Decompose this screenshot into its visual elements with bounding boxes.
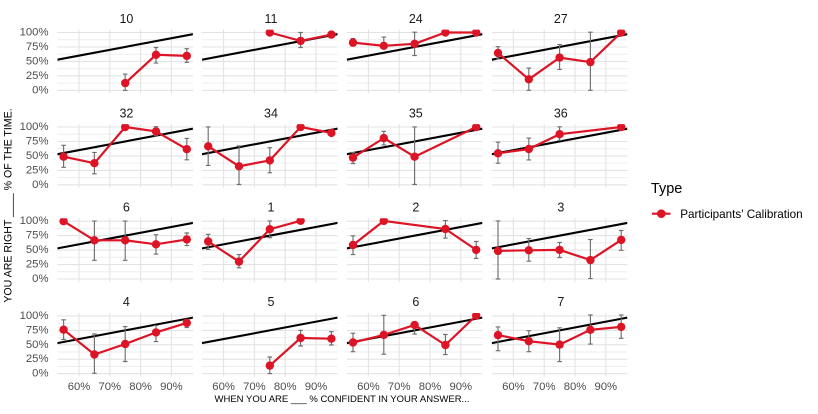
svg-text:100%: 100% [20,27,49,39]
svg-text:70%: 70% [388,381,411,393]
svg-text:10: 10 [119,12,133,26]
svg-text:90%: 90% [305,381,328,393]
svg-text:25%: 25% [26,70,49,82]
svg-text:4: 4 [123,295,130,309]
svg-text:70%: 70% [243,381,266,393]
svg-text:100%: 100% [20,121,49,133]
svg-text:6: 6 [412,295,419,309]
svg-text:27: 27 [554,12,568,26]
svg-text:80%: 80% [129,381,152,393]
svg-text:6: 6 [123,201,130,215]
svg-text:80%: 80% [564,381,587,393]
svg-text:50%: 50% [26,244,49,256]
svg-text:24: 24 [409,12,423,26]
svg-text:32: 32 [119,106,133,120]
svg-text:3: 3 [557,201,564,215]
svg-text:75%: 75% [26,230,49,242]
svg-text:60%: 60% [502,381,525,393]
svg-text:90%: 90% [160,381,183,393]
svg-text:60%: 60% [68,381,91,393]
svg-text:0%: 0% [32,368,48,380]
svg-text:34: 34 [264,106,278,120]
svg-text:50%: 50% [26,150,49,162]
svg-text:0%: 0% [32,273,48,285]
svg-text:11: 11 [265,12,278,26]
svg-text:60%: 60% [357,381,380,393]
svg-text:25%: 25% [26,259,49,271]
svg-text:90%: 90% [594,381,617,393]
svg-text:75%: 75% [26,136,49,148]
svg-text:0%: 0% [32,179,48,191]
svg-text:0%: 0% [32,84,48,96]
svg-text:Participants' Calibration: Participants' Calibration [680,208,802,221]
svg-text:75%: 75% [26,324,49,336]
svg-text:80%: 80% [419,381,442,393]
svg-text:2: 2 [412,201,419,215]
svg-text:100%: 100% [20,310,49,322]
svg-text:100%: 100% [20,215,49,227]
svg-text:YOU ARE RIGHT ____ % OF THE TI: YOU ARE RIGHT ____ % OF THE TIME. [3,108,15,302]
svg-text:5: 5 [268,295,275,309]
svg-text:70%: 70% [98,381,121,393]
svg-text:35: 35 [409,106,423,120]
svg-text:60%: 60% [212,381,235,393]
svg-text:36: 36 [554,106,568,120]
svg-text:25%: 25% [26,353,49,365]
svg-text:25%: 25% [26,164,49,176]
svg-text:50%: 50% [26,339,49,351]
svg-text:7: 7 [557,295,564,309]
svg-text:50%: 50% [26,55,49,67]
svg-text:WHEN YOU ARE ___ % CONFIDENT I: WHEN YOU ARE ___ % CONFIDENT IN YOUR ANS… [215,394,470,405]
svg-text:70%: 70% [533,381,556,393]
svg-text:75%: 75% [26,41,49,53]
svg-text:80%: 80% [274,381,297,393]
svg-text:1: 1 [268,201,275,215]
svg-text:90%: 90% [449,381,472,393]
svg-text:Type: Type [651,181,682,197]
